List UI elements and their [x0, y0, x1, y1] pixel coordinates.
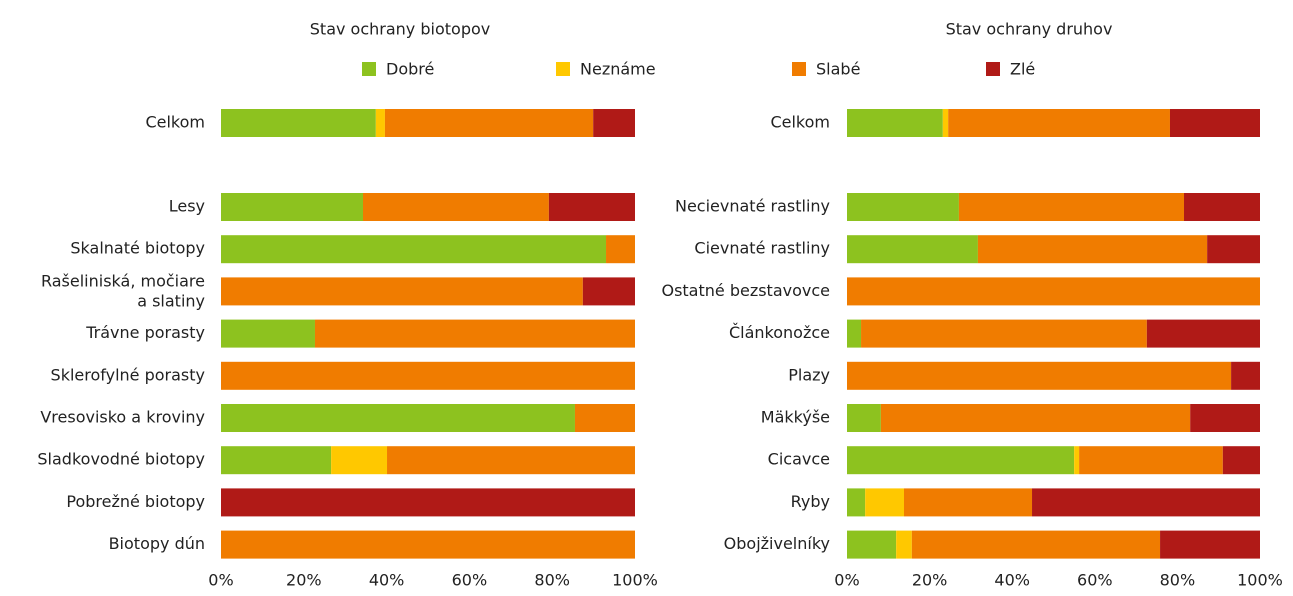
bar-segment — [1231, 361, 1260, 390]
category-label: Sklerofylné porasty — [51, 365, 205, 384]
legend-label: Neznáme — [580, 60, 656, 79]
legend-label: Zlé — [1010, 60, 1035, 79]
bar-segment — [221, 361, 635, 390]
category-label: Sladkovodné biotopy — [37, 450, 205, 469]
bar-segment — [847, 488, 866, 517]
legend-swatch — [986, 62, 1000, 76]
bar-segment — [606, 235, 635, 264]
bar-segment — [331, 446, 388, 475]
x-tick-label: 40% — [369, 571, 405, 590]
bar-segment — [1074, 446, 1080, 475]
bar-segment — [903, 488, 1033, 517]
bar-segment — [221, 404, 575, 432]
x-tick-label: 40% — [994, 571, 1030, 590]
bar-segment — [574, 404, 635, 432]
legend-swatch — [362, 62, 376, 76]
bar-segment — [847, 446, 1075, 475]
bar-segment — [221, 277, 583, 306]
bar-segment — [1032, 488, 1260, 517]
legend-label: Slabé — [816, 60, 860, 79]
bar-segment — [582, 277, 635, 306]
legend-label: Dobré — [386, 60, 434, 79]
bar-segment — [221, 446, 332, 475]
category-label: Plazy — [788, 365, 830, 384]
bar-segment — [1222, 446, 1260, 475]
bar-segment — [593, 109, 635, 137]
bar-segment — [847, 319, 862, 348]
bar-segment — [847, 193, 959, 221]
bar-segment — [221, 235, 607, 264]
category-label: Necievnaté rastliny — [675, 197, 830, 216]
x-tick-label: 0% — [834, 571, 859, 590]
bar-segment — [847, 530, 897, 559]
category-label: Cievnaté rastliny — [694, 239, 830, 258]
category-label: Článkonožce — [729, 323, 830, 342]
bar-segment — [1190, 404, 1260, 432]
bar-segment — [221, 319, 315, 348]
bar-segment — [847, 404, 881, 432]
bar-segment — [911, 530, 1161, 559]
bar-segment — [1160, 530, 1260, 559]
bar-segment — [865, 488, 904, 517]
bar-segment — [384, 109, 594, 137]
bar-segment — [847, 235, 978, 264]
bar-segment — [1207, 235, 1260, 264]
legend-swatch — [792, 62, 806, 76]
category-label: Biotopy dún — [109, 534, 205, 553]
category-label: Skalnaté biotopy — [70, 239, 205, 258]
x-tick-label: 60% — [1077, 571, 1113, 590]
chart-title: Stav ochrany druhov — [946, 20, 1113, 39]
category-label: Ryby — [791, 492, 830, 511]
bar-segment — [942, 109, 949, 137]
bar-segment — [847, 361, 1232, 390]
category-label: Rašeliniská, močiare a slatiny — [41, 271, 205, 310]
category-label: Mäkkýše — [761, 408, 830, 427]
bar-segment — [375, 109, 385, 137]
chart-title: Stav ochrany biotopov — [310, 20, 490, 39]
x-tick-label: 80% — [534, 571, 570, 590]
bar-segment — [1146, 319, 1260, 348]
x-tick-label: 100% — [1237, 571, 1283, 590]
bar-segment — [977, 235, 1208, 264]
x-tick-label: 100% — [612, 571, 658, 590]
bar-segment — [1169, 109, 1260, 137]
bar-segment — [548, 193, 635, 221]
bar-segment — [958, 193, 1185, 221]
bar-segment — [847, 277, 1260, 306]
x-tick-label: 80% — [1160, 571, 1196, 590]
bar-segment — [314, 319, 635, 348]
category-label: Celkom — [770, 113, 830, 132]
bar-segment — [387, 446, 635, 475]
category-label: Ostatné bezstavovce — [661, 281, 830, 300]
x-tick-label: 20% — [286, 571, 322, 590]
category-label: Celkom — [145, 113, 205, 132]
bar-segment — [221, 193, 364, 221]
category-label: Cicavce — [768, 450, 830, 469]
x-tick-label: 60% — [452, 571, 488, 590]
bar-segment — [847, 109, 943, 137]
bar-segment — [948, 109, 1170, 137]
bar-segment — [880, 404, 1191, 432]
category-label: Lesy — [169, 197, 205, 216]
bar-segment — [221, 488, 635, 517]
bar-segment — [1184, 193, 1260, 221]
bar-segment — [896, 530, 912, 559]
x-tick-label: 0% — [208, 571, 233, 590]
bar-segment — [363, 193, 549, 221]
bar-segment — [221, 530, 635, 559]
bar-segment — [221, 109, 376, 137]
legend-swatch — [556, 62, 570, 76]
bar-segment — [1079, 446, 1223, 475]
bar-segment — [861, 319, 1147, 348]
category-label: Trávne porasty — [85, 323, 205, 342]
x-tick-label: 20% — [912, 571, 948, 590]
category-label: Pobrežné biotopy — [66, 492, 205, 511]
category-label: Obojživelníky — [724, 534, 830, 553]
category-label: Vresovisko a kroviny — [40, 408, 205, 427]
